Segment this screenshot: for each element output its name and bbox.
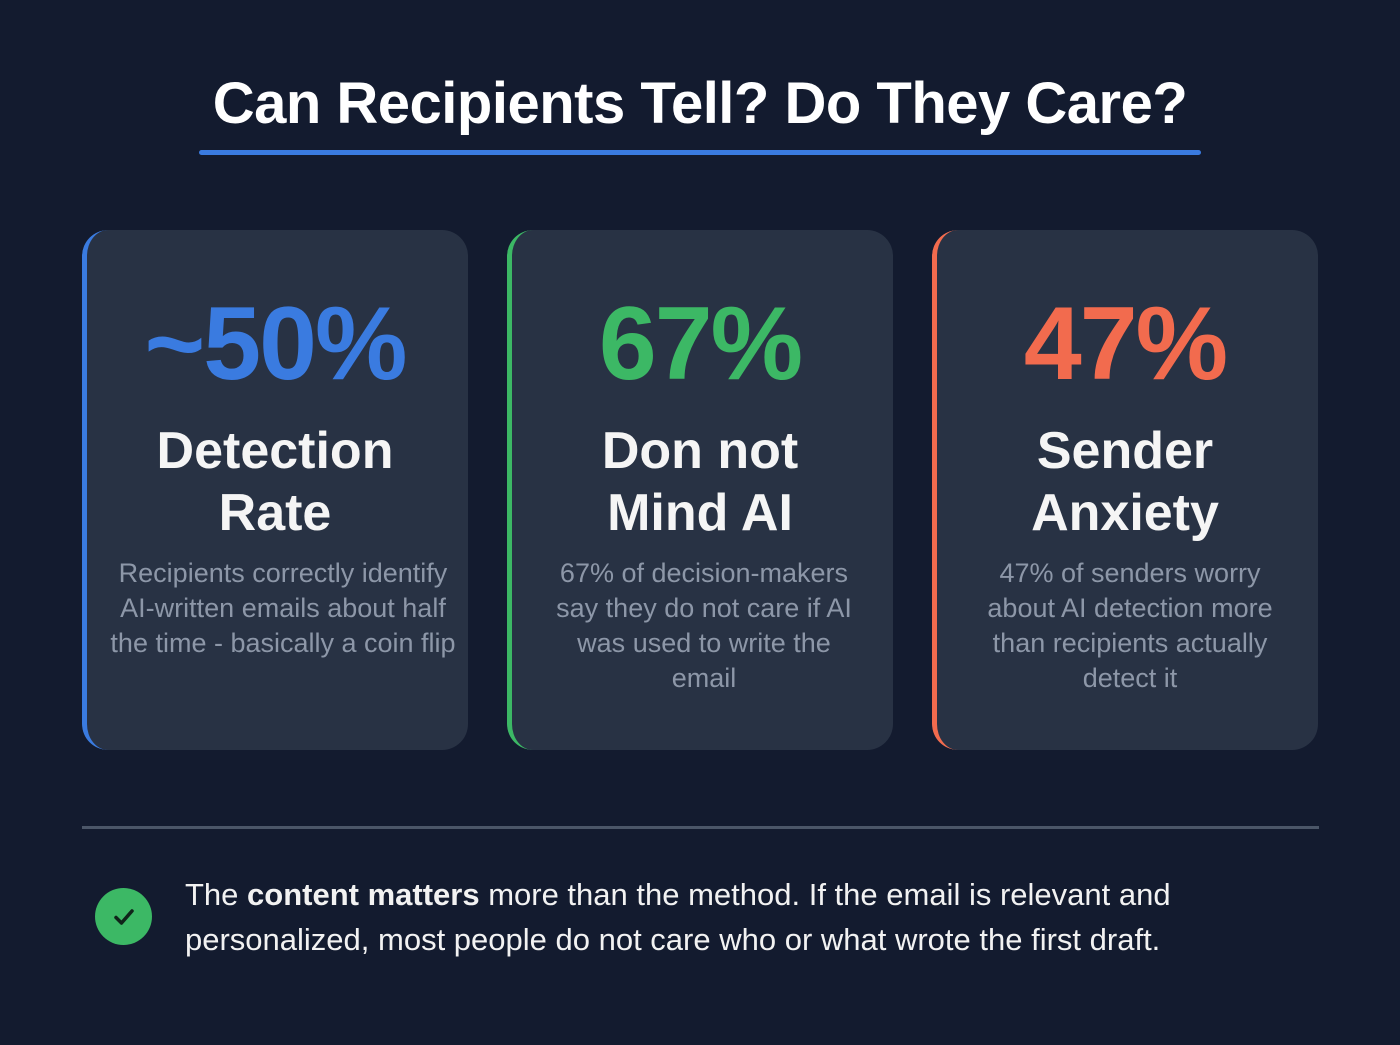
stat-value: ~50% <box>144 286 408 402</box>
card-accent-bar <box>507 230 533 750</box>
stat-card-sender-anxiety: 47% Sender Anxiety 47% of senders worry … <box>932 230 1318 750</box>
stat-card-dont-mind-ai: 67% Don not Mind AI 67% of decision-make… <box>507 230 893 750</box>
stat-label: Detection Rate <box>82 420 468 544</box>
stat-description: 67% of decision-makers say they do not c… <box>556 558 852 693</box>
takeaway-emphasis: content matters <box>247 877 480 912</box>
page-title: Can Recipients Tell? Do They Care? <box>212 71 1188 136</box>
header: Can Recipients Tell? Do They Care? <box>0 70 1400 151</box>
stat-cards: ~50% Detection Rate Recipients correctly… <box>82 230 1319 750</box>
stat-label-line: Anxiety <box>1031 484 1219 542</box>
stat-label-line: Don not <box>601 422 799 480</box>
stat-label-line: Rate <box>218 484 332 542</box>
stat-label: Sender Anxiety <box>932 420 1318 544</box>
card-accent-bar <box>932 230 958 750</box>
stat-label-line: Mind AI <box>607 484 793 542</box>
stat-description: 47% of senders worry about AI detection … <box>987 558 1273 693</box>
stat-description: Recipients correctly identify AI-written… <box>110 558 456 658</box>
stat-value: 67% <box>598 286 803 402</box>
stat-card-detection-rate: ~50% Detection Rate Recipients correctly… <box>82 230 468 750</box>
stat-label-line: Sender <box>1036 422 1214 480</box>
takeaway-text-end: more than the method. If the email is re… <box>185 877 1171 957</box>
stat-label-line: Detection <box>156 422 394 480</box>
stat-value: 47% <box>1023 286 1228 402</box>
takeaway-text-start: The <box>185 877 248 912</box>
section-divider <box>82 826 1319 829</box>
check-circle-icon <box>95 888 152 945</box>
title-underline <box>199 150 1201 155</box>
card-accent-bar <box>82 230 108 750</box>
takeaway-text: The content matters more than the method… <box>185 872 1345 962</box>
stat-label: Don not Mind AI <box>507 420 893 544</box>
